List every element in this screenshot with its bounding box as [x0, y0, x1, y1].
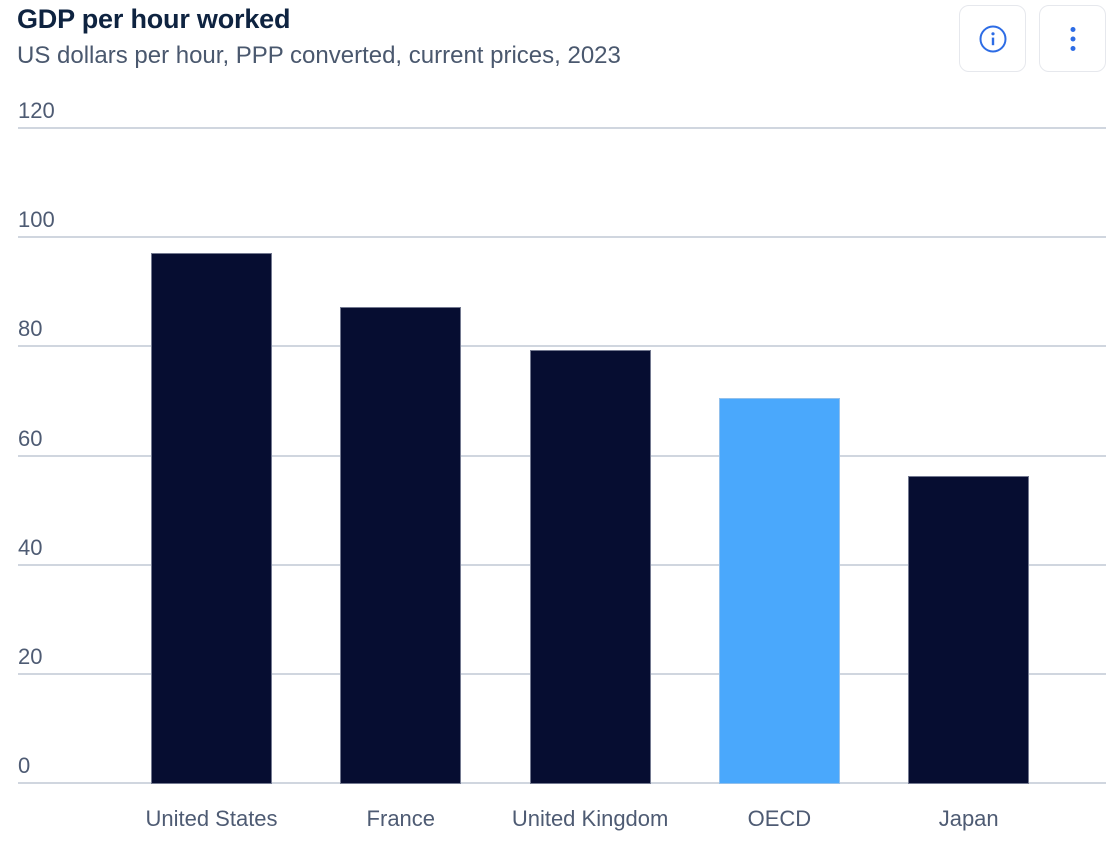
y-axis-tick-label: 100	[18, 207, 55, 233]
y-axis-tick-label: 80	[18, 316, 43, 342]
bar-japan[interactable]	[908, 475, 1030, 784]
kebab-menu-icon	[1070, 26, 1075, 51]
y-axis-tick-label: 40	[18, 534, 43, 560]
x-axis-label-france: France	[366, 806, 436, 831]
gridline-80	[18, 345, 1106, 348]
chart-subtitle: US dollars per hour, PPP converted, curr…	[17, 42, 621, 69]
bar-united-states[interactable]	[151, 252, 272, 784]
menu-button[interactable]	[1039, 5, 1106, 72]
chart-title: GDP per hour worked	[17, 4, 291, 34]
y-axis-tick-label: 20	[18, 643, 43, 669]
x-axis-label-united-kingdom: United Kingdom	[511, 806, 669, 831]
x-axis-label-oecd: OECD	[747, 806, 812, 831]
gridline-100	[18, 236, 1106, 239]
chart-action-buttons	[959, 5, 1106, 72]
y-axis-tick-label: 0	[18, 753, 31, 778]
info-icon	[979, 25, 1006, 52]
bar-oecd[interactable]	[718, 397, 840, 784]
x-axis-label-japan: Japan	[938, 806, 999, 831]
x-axis-label-united-states: United States	[145, 806, 278, 831]
gridline-120	[18, 127, 1106, 129]
bar-france[interactable]	[340, 307, 462, 784]
info-button[interactable]	[959, 5, 1026, 72]
y-axis-tick-label: 60	[18, 425, 43, 451]
bar-united-kingdom[interactable]	[529, 350, 651, 784]
y-axis-tick-label: 120	[18, 98, 55, 123]
